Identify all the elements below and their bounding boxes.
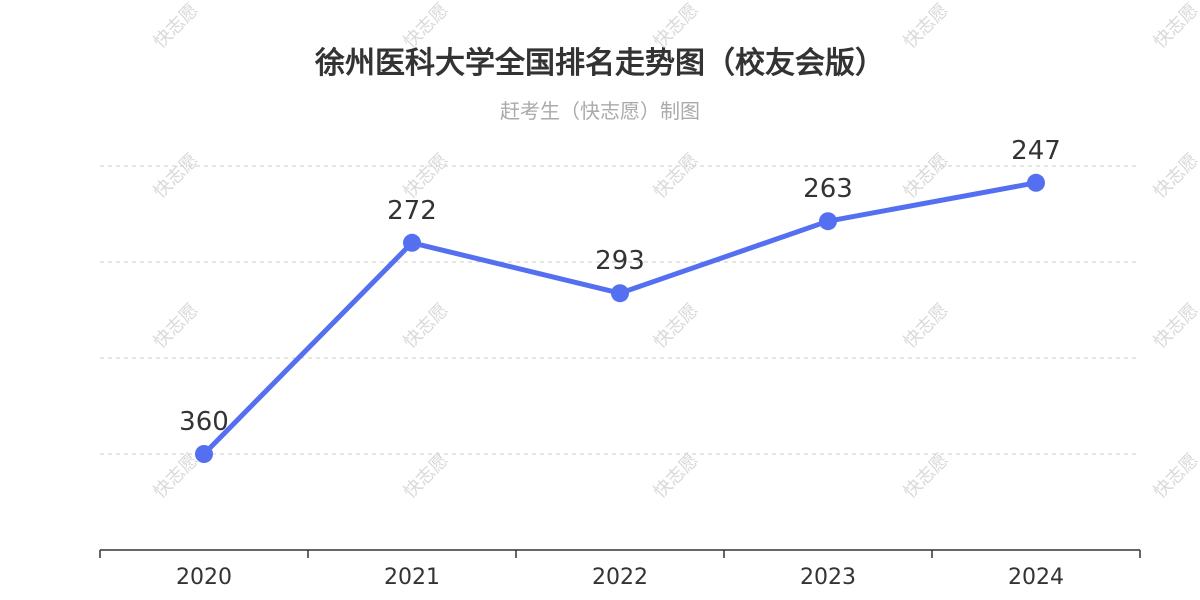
- x-axis-ticks: [99, 550, 1141, 558]
- data-point: [819, 212, 837, 231]
- watermark-text: 快志愿: [400, 150, 453, 203]
- watermark-text: 快志愿: [400, 300, 453, 353]
- watermark-text: 快志愿: [650, 0, 703, 53]
- data-label: 247: [1011, 136, 1061, 166]
- data-point: [195, 445, 213, 463]
- x-tick-label: 2023: [800, 565, 856, 590]
- watermark-text: 快志愿: [400, 450, 453, 503]
- chart-title: 徐州医科大学全国排名走势图（校友会版）: [315, 46, 885, 81]
- watermark-text: 快志愿: [150, 450, 203, 503]
- data-point: [611, 284, 629, 303]
- data-label: 272: [387, 196, 437, 226]
- chart-subtitle: 赶考生（快志愿）制图: [500, 99, 700, 123]
- data-point: [1027, 173, 1045, 192]
- watermark-text: 快志愿: [1150, 300, 1200, 353]
- watermark-text: 快志愿: [400, 0, 453, 53]
- series-line: [201, 180, 1039, 457]
- data-point: [403, 233, 421, 252]
- data-label: 263: [803, 174, 853, 204]
- x-tick-label: 2022: [592, 565, 648, 590]
- watermark-text: 快志愿: [150, 150, 203, 203]
- x-tick-label: 2020: [176, 565, 232, 590]
- watermark-text: 快志愿: [650, 300, 703, 353]
- grid-lines: [100, 165, 1140, 455]
- watermark-text: 快志愿: [900, 300, 953, 353]
- watermark-text: 快志愿: [900, 0, 953, 53]
- watermark-text: 快志愿: [1150, 450, 1200, 503]
- data-label: 360: [179, 407, 229, 437]
- data-label: 293: [595, 246, 645, 276]
- watermark-text: 快志愿: [1150, 0, 1200, 53]
- watermark-text: 快志愿: [650, 150, 703, 203]
- watermark-text: 快志愿: [150, 300, 203, 353]
- x-axis-labels: 2020 2021 2022 2023 2024: [176, 565, 1064, 590]
- watermark-text: 快志愿: [650, 450, 703, 503]
- x-tick-label: 2024: [1008, 565, 1064, 590]
- watermark-text: 快志愿: [900, 150, 953, 203]
- watermark-text: 快志愿: [900, 450, 953, 503]
- watermark-text: 快志愿: [150, 0, 203, 53]
- x-tick-label: 2021: [384, 565, 440, 590]
- watermark-text: 快志愿: [1150, 150, 1200, 203]
- watermark-layer: 快志愿快志愿快志愿快志愿快志愿快志愿快志愿快志愿快志愿快志愿快志愿快志愿快志愿快…: [150, 0, 1200, 503]
